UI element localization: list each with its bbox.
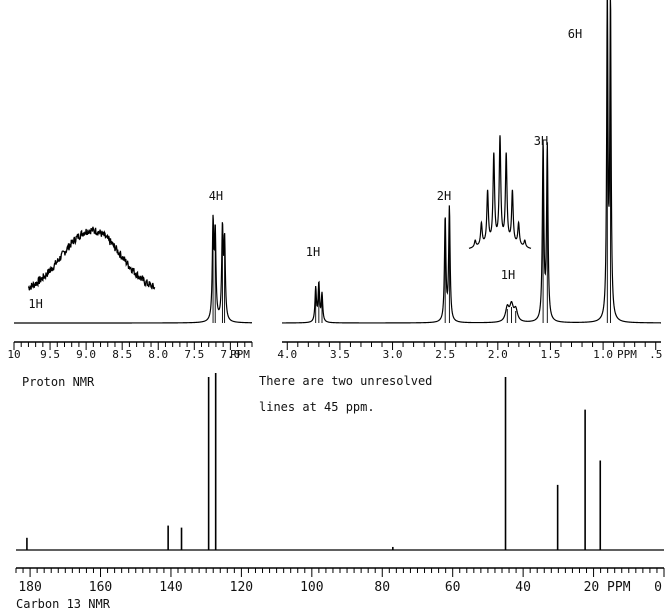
- carbon-nmr-label: Carbon 13 NMR: [16, 597, 111, 611]
- tick-label-proton-left-0: 10: [7, 348, 20, 361]
- proton-right-panel: 4.0 3.5 3.0 2.5 2.0 1.5 1.0 .5 1H 2H 1H 3H 6H: [277, 0, 662, 361]
- carbon-tick-label-0: 180: [18, 580, 41, 595]
- carbon-tick-label-2: 140: [159, 580, 182, 595]
- spectrum-trace-proton-right: [282, 0, 661, 324]
- carbon-tick-label-9: 0: [654, 580, 662, 595]
- note-line-2: lines at 45 ppm.: [259, 400, 375, 414]
- carbon-tick-label-1: 160: [89, 580, 112, 595]
- tick-label-proton-right-6: 1.0: [593, 348, 613, 361]
- tick-label-proton-left-2: 9.0: [76, 348, 96, 361]
- tick-label-proton-left-4: 8.0: [148, 348, 168, 361]
- integration-2H-right-1: 2H: [437, 189, 451, 203]
- carbon-panel: 180 160 140 120 100 80 60 40 20 PPM 0: [15, 372, 665, 595]
- integration-1H-right-0: 1H: [306, 245, 320, 259]
- tick-label-proton-right-4: 2.0: [488, 348, 508, 361]
- tick-label-proton-left-5: 7.5: [184, 348, 204, 361]
- multiplet-inset: [468, 135, 532, 249]
- integration-1H-left-1: 1H: [28, 297, 42, 311]
- tick-label-proton-right-2: 3.0: [383, 348, 403, 361]
- integration-3H-right-3: 3H: [534, 134, 548, 148]
- proton-nmr-label: Proton NMR: [22, 375, 95, 389]
- carbon-tick-label-5: 80: [374, 580, 390, 595]
- tick-label-proton-left-6: 7.0: [220, 348, 240, 361]
- broad-noisy-inset: [27, 226, 156, 291]
- carbon-tick-label-6: 60: [445, 580, 461, 595]
- integration-6H-right-4: 6H: [568, 27, 582, 41]
- integration-1H-right-2: 1H: [501, 268, 515, 282]
- carbon-tick-label-3: 120: [230, 580, 253, 595]
- tick-label-proton-right-5: 1.5: [541, 348, 561, 361]
- tick-label-proton-left-3: 8.5: [112, 348, 132, 361]
- tick-label-proton-right-3: 2.5: [435, 348, 455, 361]
- carbon-tick-label-8: 20 PPM: [584, 580, 631, 595]
- ppm-unit-left: PPM: [230, 348, 250, 361]
- carbon-tick-label-4: 100: [300, 580, 323, 595]
- ppm-unit-right: PPM: [617, 348, 637, 361]
- tick-label-proton-right-1: 3.5: [330, 348, 350, 361]
- tick-label-proton-left-1: 9.5: [40, 348, 60, 361]
- tick-label-proton-right-0: 4.0: [277, 348, 297, 361]
- proton-left-panel: 10 9.5 9.0 8.5 8.0 7.5 7.0 4H 1H: [7, 189, 253, 361]
- integration-4H-left-0: 4H: [209, 189, 223, 203]
- tick-label-proton-right-7: .5: [649, 348, 662, 361]
- note-line-1: There are two unresolved: [259, 374, 432, 388]
- spectrum-trace-proton-left: [14, 214, 252, 324]
- carbon-tick-label-7: 40: [515, 580, 531, 595]
